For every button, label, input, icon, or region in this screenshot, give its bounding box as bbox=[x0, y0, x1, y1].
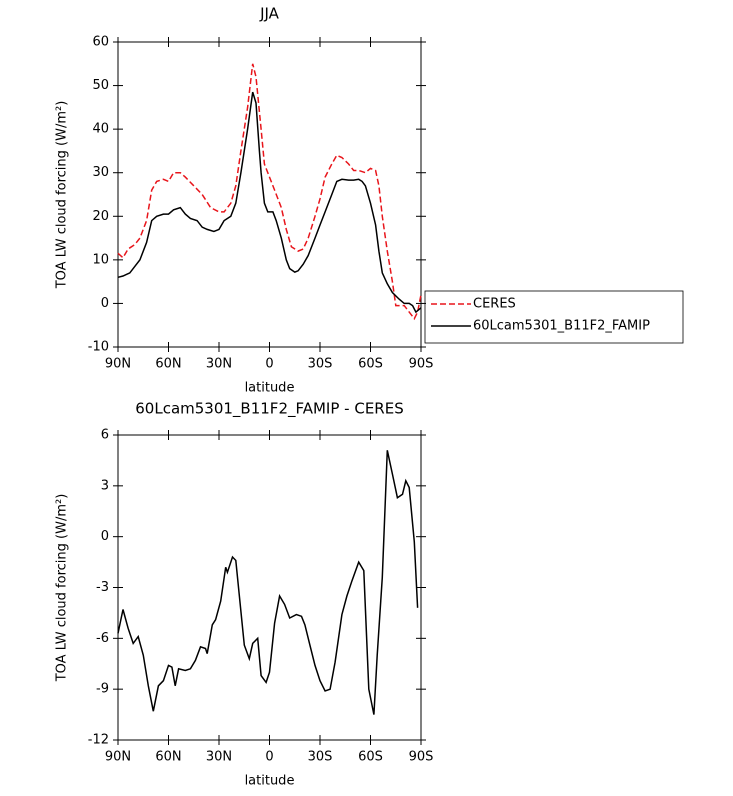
y-tick-label: 60 bbox=[92, 35, 109, 50]
x-axis-label: latitude bbox=[245, 381, 295, 396]
y-tick-label: -3 bbox=[96, 580, 109, 595]
x-axis-label: latitude bbox=[245, 774, 295, 789]
x-tick-label: 0 bbox=[265, 750, 273, 765]
chart-title: JJA bbox=[259, 5, 280, 23]
y-tick-label: -6 bbox=[96, 631, 109, 646]
y-tick-label: -12 bbox=[88, 733, 109, 748]
x-tick-label: 30N bbox=[206, 750, 232, 765]
y-tick-label: 20 bbox=[92, 209, 109, 224]
y-axis-label: TOA LW cloud forcing (W/m²) bbox=[55, 494, 70, 683]
y-tick-label: 50 bbox=[92, 78, 109, 93]
x-tick-label: 90S bbox=[409, 750, 434, 765]
x-tick-label: 60N bbox=[155, 357, 181, 372]
y-tick-label: -10 bbox=[88, 340, 109, 355]
x-tick-label: 90S bbox=[409, 357, 434, 372]
x-tick-label: 60S bbox=[358, 357, 383, 372]
y-tick-label: 40 bbox=[92, 122, 109, 137]
y-tick-label: 10 bbox=[92, 252, 109, 267]
y-tick-label: -9 bbox=[96, 682, 109, 697]
data-line bbox=[117, 450, 419, 715]
x-tick-label: 90N bbox=[105, 750, 131, 765]
x-tick-label: 30S bbox=[308, 750, 333, 765]
y-tick-label: 6 bbox=[101, 428, 109, 443]
legend-label: CERES bbox=[473, 297, 516, 312]
x-tick-label: 60N bbox=[155, 750, 181, 765]
x-tick-label: 30N bbox=[206, 357, 232, 372]
data-line bbox=[117, 63, 422, 321]
x-tick-label: 90N bbox=[105, 357, 131, 372]
x-tick-label: 60S bbox=[358, 750, 383, 765]
legend-box bbox=[424, 290, 684, 344]
x-tick-label: 30S bbox=[308, 357, 333, 372]
y-tick-label: 0 bbox=[101, 296, 109, 311]
plot-frame bbox=[117, 41, 422, 348]
legend-label: 60Lcam5301_B11F2_FAMIP bbox=[473, 319, 650, 334]
y-tick-label: 3 bbox=[101, 478, 109, 493]
x-tick-label: 0 bbox=[265, 357, 273, 372]
y-tick-label: 0 bbox=[101, 529, 109, 544]
chart-title: 60Lcam5301_B11F2_FAMIP - CERES bbox=[135, 400, 403, 419]
data-line bbox=[117, 91, 422, 314]
y-axis-label: TOA LW cloud forcing (W/m²) bbox=[55, 101, 70, 290]
y-tick-label: 30 bbox=[92, 165, 109, 180]
